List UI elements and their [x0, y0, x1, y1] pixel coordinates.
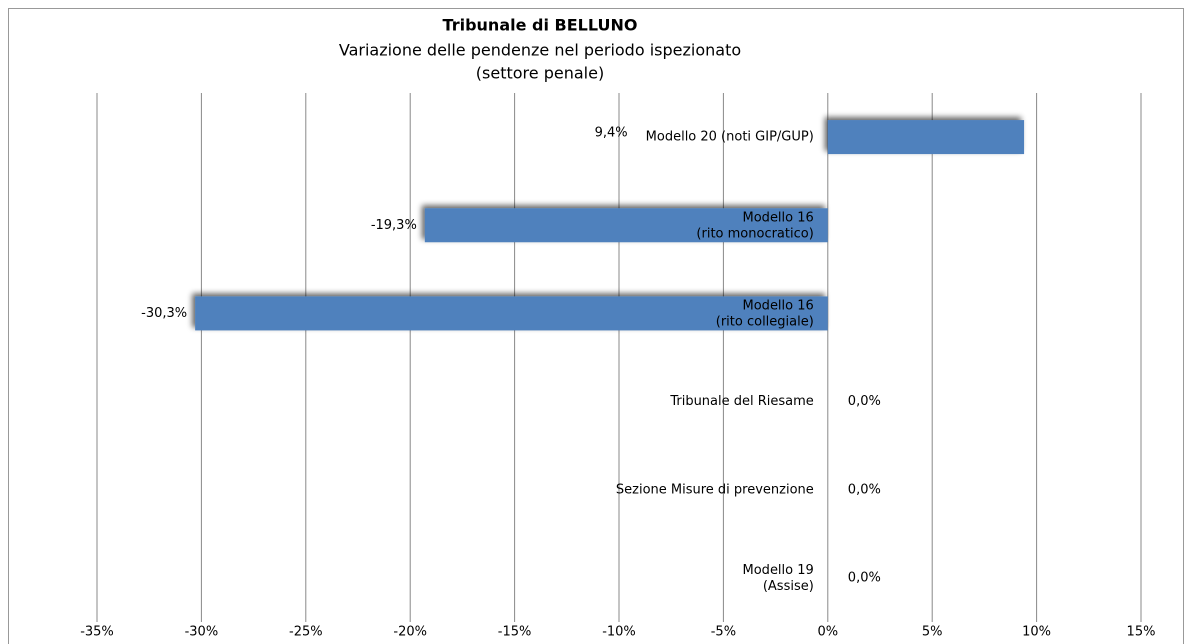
value-label: -19,3%: [371, 218, 417, 233]
bar: [827, 120, 1025, 155]
chart-subtitle: (settore penale): [476, 64, 604, 83]
chart-subtitle: Variazione delle pendenze nel periodo is…: [339, 41, 741, 60]
value-label: 9,4%: [595, 126, 628, 141]
category-label: Modello 19 (Assise): [743, 562, 814, 593]
category-label: Tribunale del Riesame: [669, 394, 813, 409]
x-tick-label: 0%: [817, 625, 838, 640]
x-tick-label: 10%: [1022, 625, 1051, 640]
bar: [424, 208, 828, 243]
x-tick-label: -15%: [498, 625, 532, 640]
x-tick-label: -25%: [289, 625, 323, 640]
category-label: Modello 20 (noti GIP/GUP): [646, 130, 814, 145]
x-tick-label: -35%: [80, 625, 114, 640]
value-label: -30,3%: [141, 306, 187, 321]
chart-title: Tribunale di BELLUNO: [443, 16, 638, 35]
x-tick-label: -30%: [185, 625, 219, 640]
x-tick-label: 15%: [1127, 625, 1156, 640]
value-label: 0,0%: [848, 394, 881, 409]
x-tick-label: -5%: [711, 625, 736, 640]
x-tick-label: 5%: [922, 625, 943, 640]
category-label: Modello 16 (rito monocratico): [696, 210, 813, 241]
bar: [195, 296, 828, 331]
x-tick-label: -10%: [602, 625, 636, 640]
category-label: Modello 16 (rito collegiale): [716, 298, 814, 329]
category-label: Sezione Misure di prevenzione: [616, 482, 814, 497]
x-tick-label: -20%: [393, 625, 427, 640]
value-label: 0,0%: [848, 570, 881, 585]
value-label: 0,0%: [848, 482, 881, 497]
